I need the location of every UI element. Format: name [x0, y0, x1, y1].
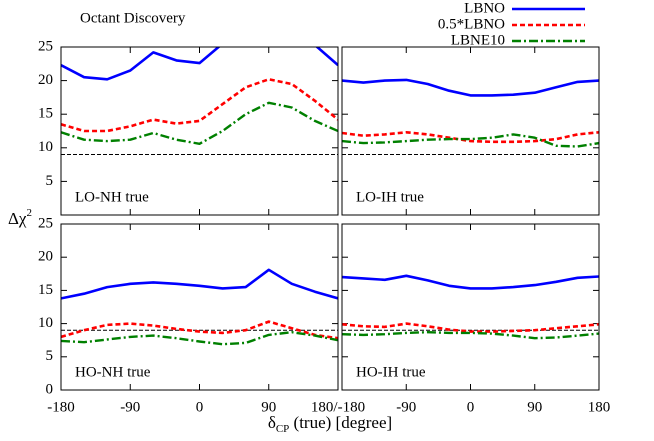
series-line [342, 274, 599, 290]
series-line [342, 133, 599, 148]
x-tick-label: -180 [47, 399, 75, 415]
panel-frame [60, 223, 339, 391]
legend-label: 0.5*LBNO [438, 16, 505, 32]
panel-frame [60, 46, 339, 216]
x-tick-label: 180 [588, 399, 611, 415]
y-tick-label: 10 [38, 139, 53, 155]
series-line [61, 101, 338, 145]
panel-label: HO-IH true [356, 364, 426, 380]
panel-frame [341, 223, 600, 391]
x-tick-label: 0 [467, 399, 475, 415]
series-line [61, 47, 338, 81]
series-line [61, 78, 338, 133]
y-tick-label: 15 [38, 106, 53, 122]
x-label-sub: CP [276, 423, 289, 435]
panel-label: HO-NH true [75, 364, 151, 380]
legend-label: LBNE10 [451, 32, 505, 48]
y-tick-label: 15 [38, 282, 53, 298]
panel-frame [341, 46, 600, 216]
panel-label: LO-IH true [356, 189, 424, 205]
x-tick-label: -90 [120, 399, 140, 415]
chart-title: Octant Discovery [80, 10, 186, 26]
x-tick-label: 90 [261, 399, 276, 415]
x-tick-label: 180/-180 [311, 399, 365, 415]
x-label-rest: (true) [degree] [289, 413, 392, 432]
y-label-sup: 2 [26, 207, 32, 219]
x-axis-label: δCP (true) [degree] [268, 413, 392, 435]
series-line [61, 331, 338, 346]
y-tick-label: 20 [38, 249, 53, 265]
y-tick-label: 5 [46, 348, 54, 364]
legend-label: LBNO [464, 0, 505, 16]
y-tick-label: 20 [38, 72, 53, 88]
y-axis-label: Δχ2 [8, 207, 32, 228]
y-label-main: Δχ [8, 209, 27, 228]
series-line [342, 78, 599, 97]
x-label-main: δ [268, 413, 276, 432]
x-tick-label: 90 [527, 399, 542, 415]
y-tick-label: 25 [38, 215, 53, 231]
y-tick-label: 10 [38, 315, 53, 331]
y-tick-label: 0 [46, 381, 54, 397]
series-line [61, 320, 338, 340]
series-line [342, 131, 599, 144]
series-line [342, 322, 599, 333]
series-line [342, 331, 599, 340]
x-tick-label: -90 [396, 399, 416, 415]
y-tick-label: 5 [46, 173, 54, 189]
x-tick-label: 0 [196, 399, 204, 415]
panel-label: LO-NH true [75, 189, 149, 205]
series-line [61, 268, 338, 300]
y-tick-label: 25 [38, 38, 53, 54]
